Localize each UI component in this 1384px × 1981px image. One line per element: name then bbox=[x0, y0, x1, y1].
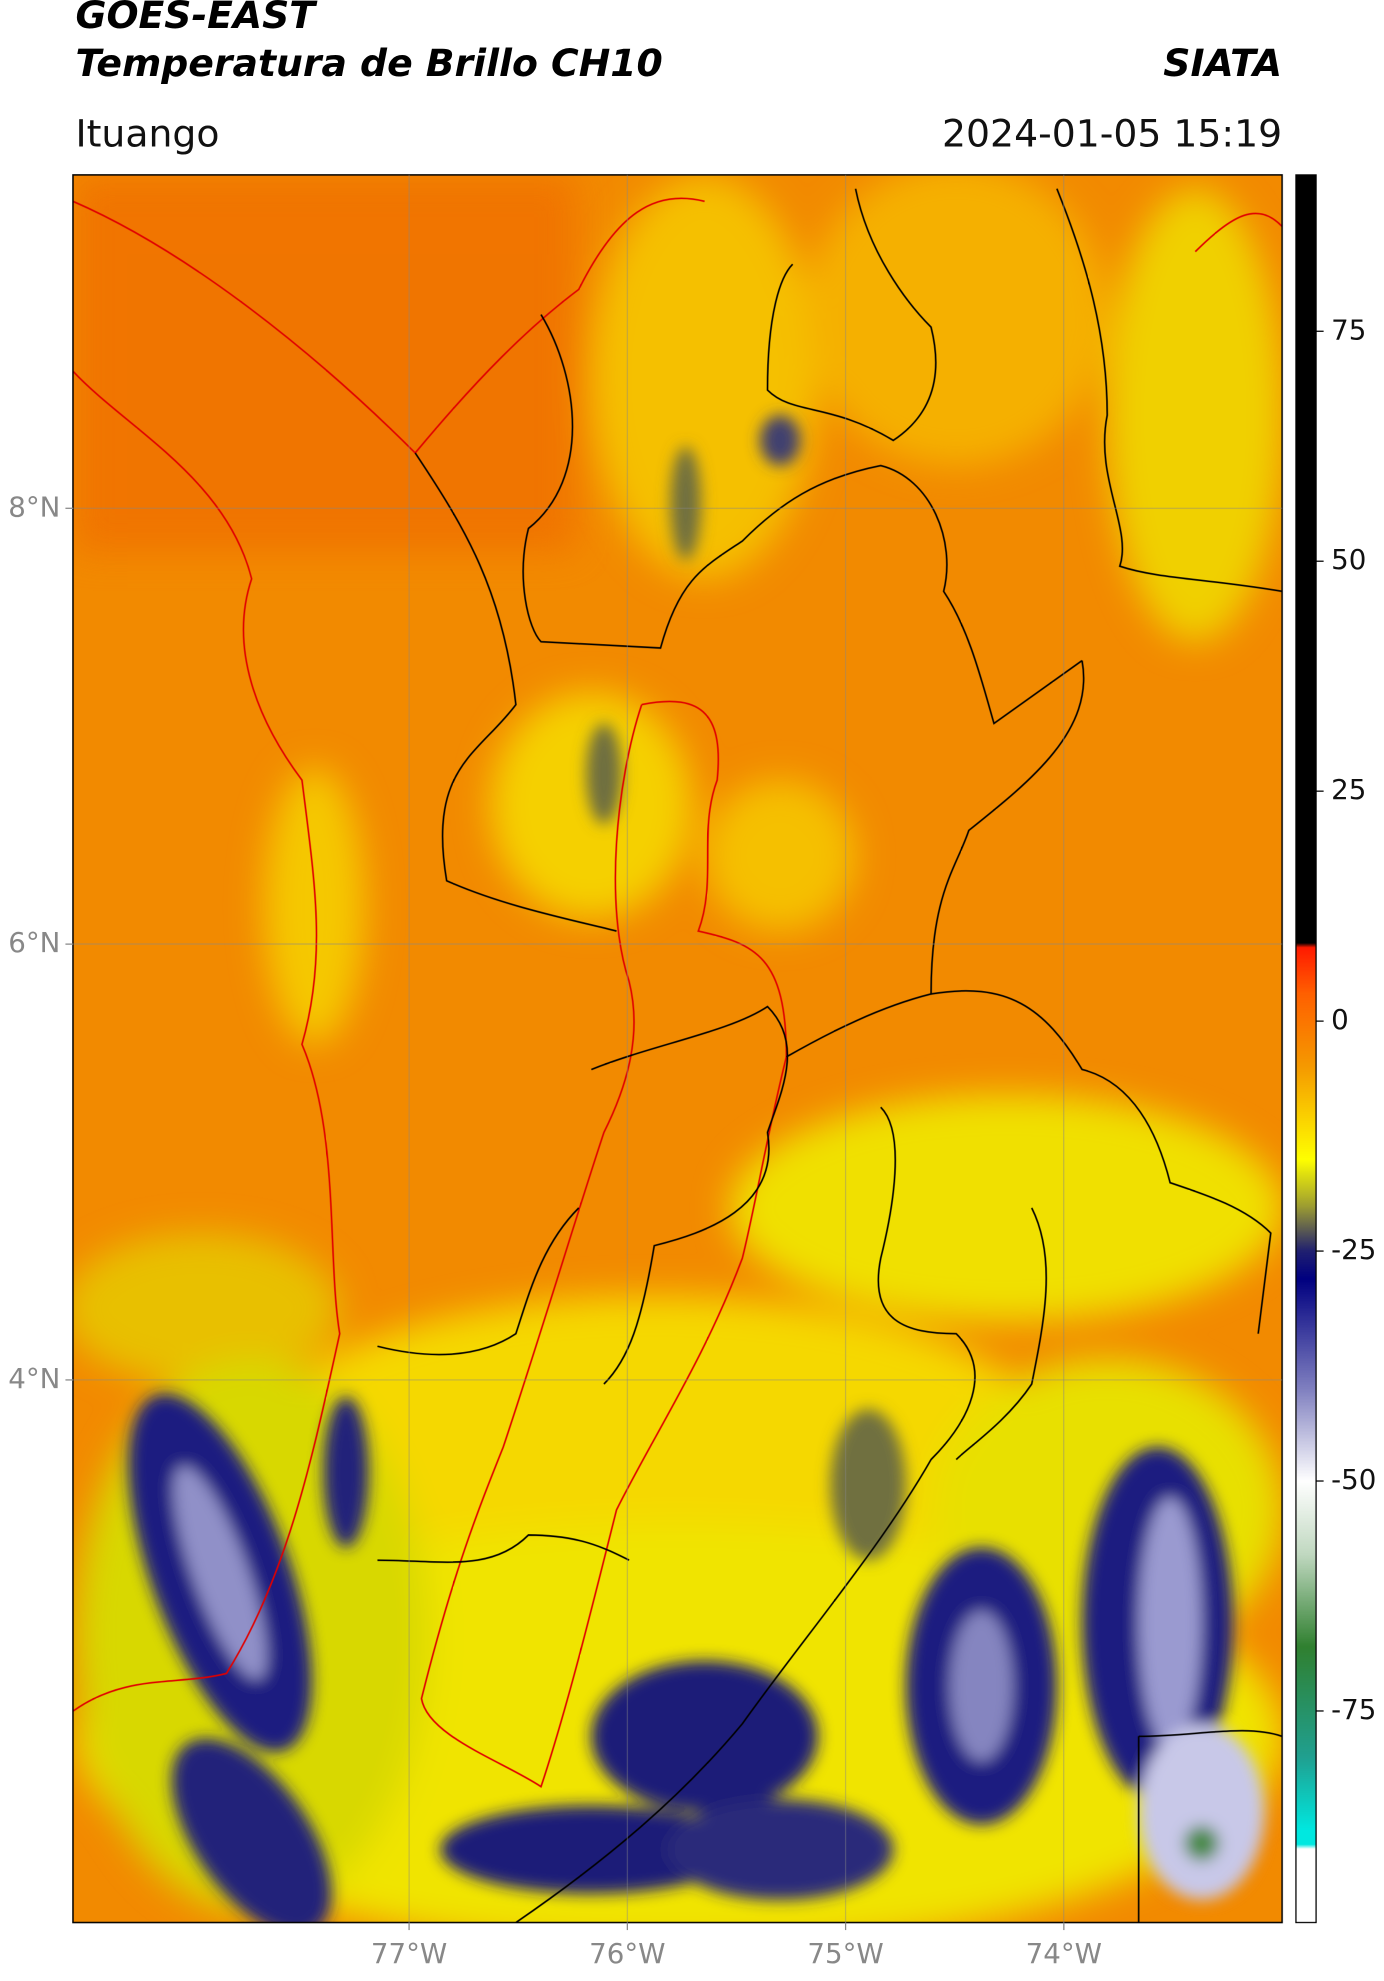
y-tick-label: 8°N bbox=[8, 490, 60, 523]
colorbar-tick-label: -25 bbox=[1331, 1233, 1376, 1266]
datetime: 2024-01-05 15:19 bbox=[942, 111, 1282, 155]
x-tick-label: 74°W bbox=[1026, 1937, 1102, 1970]
colorbar-tick-label: 50 bbox=[1331, 543, 1366, 576]
colorbar-tick-label: -50 bbox=[1331, 1463, 1376, 1496]
y-tick-label: 6°N bbox=[8, 926, 60, 959]
x-tick-label: 75°W bbox=[807, 1937, 883, 1970]
colorbar bbox=[1295, 174, 1317, 1924]
colorbar-tick-label: 0 bbox=[1331, 1003, 1349, 1036]
subtitle: Temperatura de Brillo CH10 bbox=[75, 41, 662, 85]
title: GOES-EAST bbox=[75, 0, 318, 37]
x-tick-label: 76°W bbox=[589, 1937, 665, 1970]
map-raster bbox=[72, 174, 1283, 1923]
colorbar-tick-label: 75 bbox=[1331, 313, 1366, 346]
source: SIATA bbox=[1163, 41, 1282, 85]
y-tick-label: 4°N bbox=[8, 1362, 60, 1395]
location: Ituango bbox=[75, 111, 219, 155]
map-frame bbox=[72, 174, 1283, 1924]
x-tick-label: 77°W bbox=[371, 1937, 447, 1970]
colorbar-tick-label: -75 bbox=[1331, 1693, 1376, 1726]
colorbar-tick-label: 25 bbox=[1331, 773, 1366, 806]
